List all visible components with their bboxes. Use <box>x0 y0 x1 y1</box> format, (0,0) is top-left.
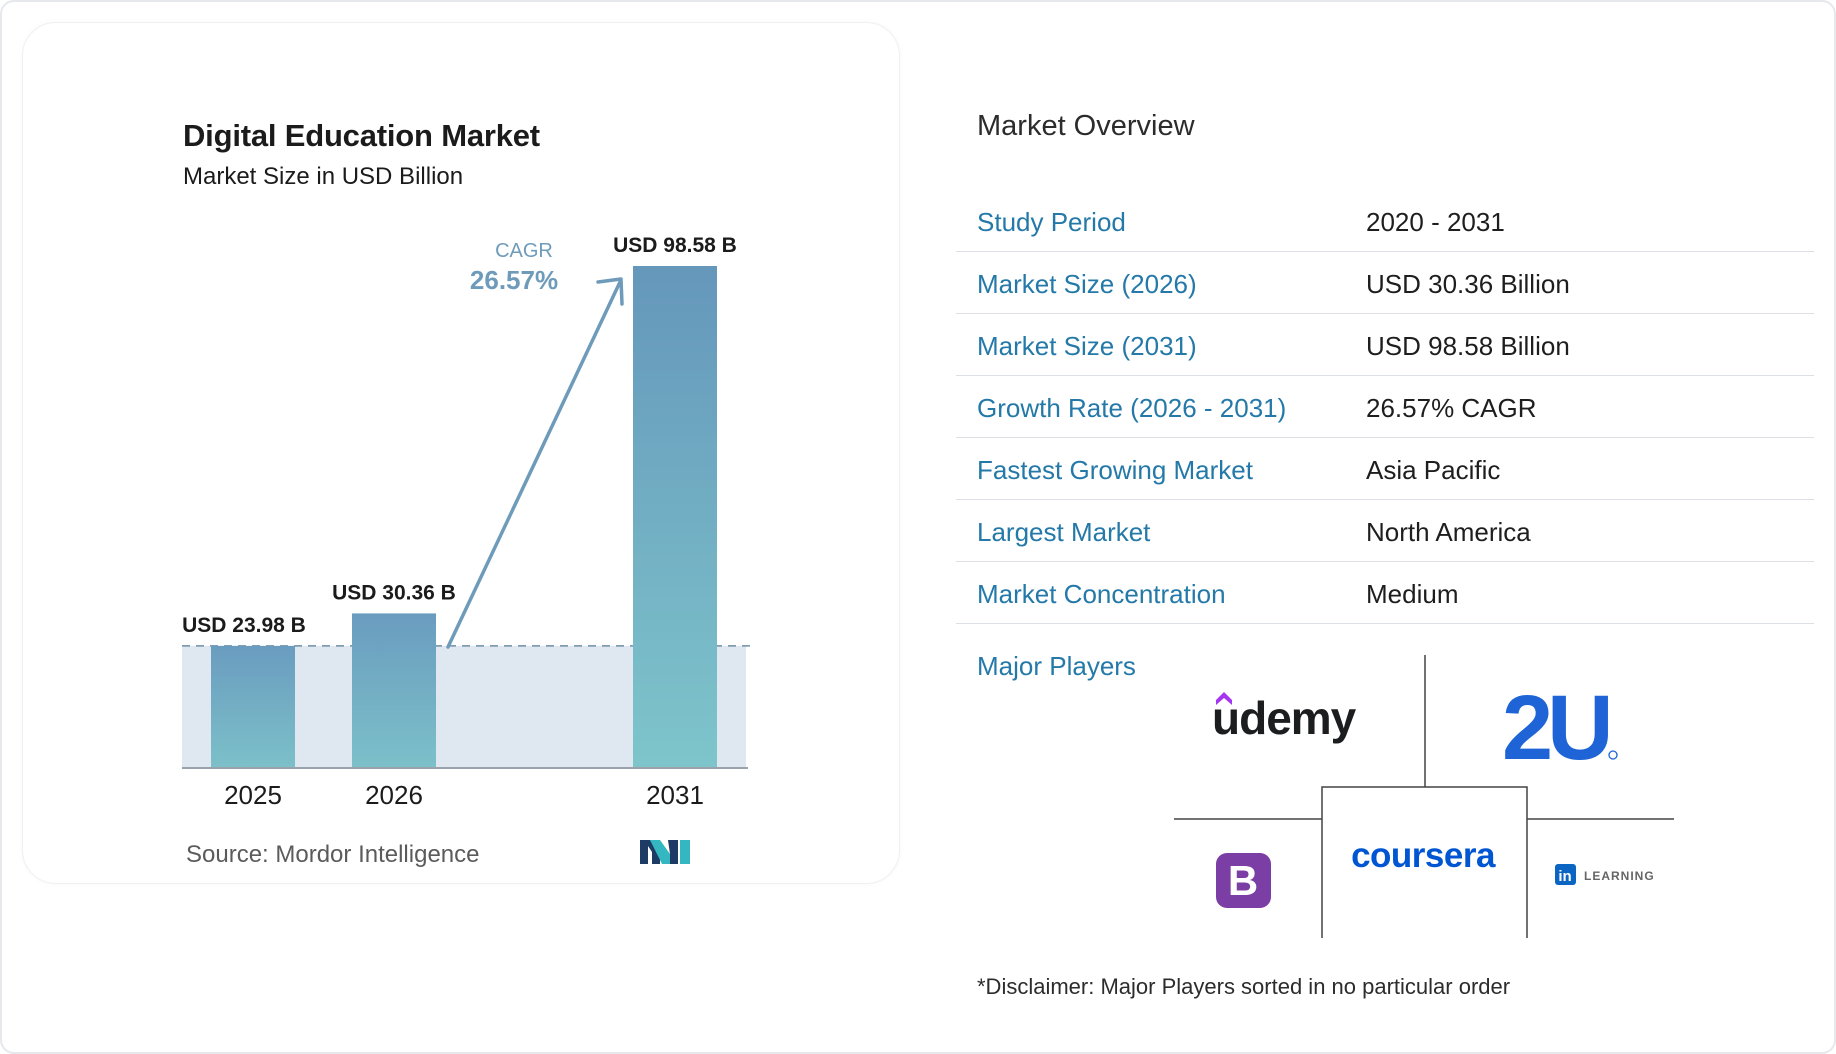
overview-row-market-size-2026: Market Size (2026) USD 30.36 Billion <box>956 252 1814 314</box>
overview-key: Fastest Growing Market <box>977 455 1253 485</box>
overview-value: USD 98.58 Billion <box>1366 331 1570 361</box>
bar-2031 <box>633 266 717 768</box>
coursera-logo: coursera <box>1351 836 1496 875</box>
overview-value: 26.57% CAGR <box>1366 393 1537 423</box>
overview-value: 2020 - 2031 <box>1366 207 1505 237</box>
x-tick-label-2025: 2025 <box>224 780 282 810</box>
bar-2026 <box>352 613 436 768</box>
grid-divider <box>1321 786 1528 938</box>
linkedin-learning-logo: in LEARNING <box>1555 864 1655 885</box>
overview-value: Asia Pacific <box>1366 455 1501 485</box>
linkedin-icon <box>1555 864 1576 885</box>
overview-row-largest-market: Largest Market North America <box>956 500 1814 562</box>
bar-chart: USD 23.98 B 2025 USD 30.36 B 2026 USD 98.58 … <box>182 234 752 810</box>
2u-logo: 2U <box>1502 677 1618 779</box>
udemy-hat-icon <box>1216 692 1232 705</box>
overview-row-fastest-growing: Fastest Growing Market Asia Pacific <box>956 438 1814 500</box>
bar-2025 <box>211 645 295 768</box>
byjus-tile <box>1216 853 1271 908</box>
byjus-letter: B <box>1228 857 1258 904</box>
overview-key: Market Size (2026) <box>977 269 1197 299</box>
data-label-2026: USD 30.36 B <box>332 581 456 604</box>
cagr-arrow-head-icon <box>596 277 624 306</box>
udemy-logo: udemy <box>1212 692 1358 744</box>
major-players-grid: udemy 2U B coursera in LEARNING <box>1174 655 1674 938</box>
cagr-value: 26.57% <box>470 265 558 295</box>
udemy-wordmark: udemy <box>1212 692 1357 744</box>
data-label-2025: USD 23.98 B <box>182 614 306 637</box>
cagr-arrow-line <box>446 280 622 649</box>
overview-row-growth-rate: Growth Rate (2026 - 2031) 26.57% CAGR <box>956 376 1814 438</box>
major-players-label: Major Players <box>977 651 1136 681</box>
overview-key: Study Period <box>977 207 1126 237</box>
overview-key: Market Concentration <box>977 579 1226 609</box>
overview-row-concentration: Market Concentration Medium <box>956 562 1814 624</box>
x-tick-label-2026: 2026 <box>365 780 423 810</box>
data-label-2031: USD 98.58 B <box>613 234 737 257</box>
byjus-logo: B <box>1216 853 1271 908</box>
overview-value: North America <box>1366 517 1531 547</box>
chart-source: Source: Mordor Intelligence <box>186 841 480 868</box>
2u-wordmark: 2U <box>1502 677 1608 779</box>
overview-key: Growth Rate (2026 - 2031) <box>977 393 1287 423</box>
overview-table: Study Period 2020 - 2031 Market Size (20… <box>956 190 1814 624</box>
chart-title: Digital Education Market <box>183 118 540 153</box>
linkedin-learning-wordmark: LEARNING <box>1584 869 1655 883</box>
overview-value: USD 30.36 Billion <box>1366 269 1570 299</box>
overview-row-market-size-2031: Market Size (2031) USD 98.58 Billion <box>956 314 1814 376</box>
overview-value: Medium <box>1366 579 1459 609</box>
mordor-intelligence-logo <box>640 840 690 864</box>
disclaimer: *Disclaimer: Major Players sorted in no … <box>977 974 1511 999</box>
linkedin-in-mark: in <box>1558 868 1571 885</box>
overview-key: Largest Market <box>977 517 1151 547</box>
x-tick-label-2031: 2031 <box>646 780 704 810</box>
cagr-label: CAGR <box>495 240 553 262</box>
chart-subtitle: Market Size in USD Billion <box>183 163 464 190</box>
overview-key: Market Size (2031) <box>977 331 1197 361</box>
registered-icon <box>1608 750 1618 760</box>
overview-row-study-period: Study Period 2020 - 2031 <box>956 190 1814 252</box>
market-overview-title: Market Overview <box>977 110 1195 142</box>
